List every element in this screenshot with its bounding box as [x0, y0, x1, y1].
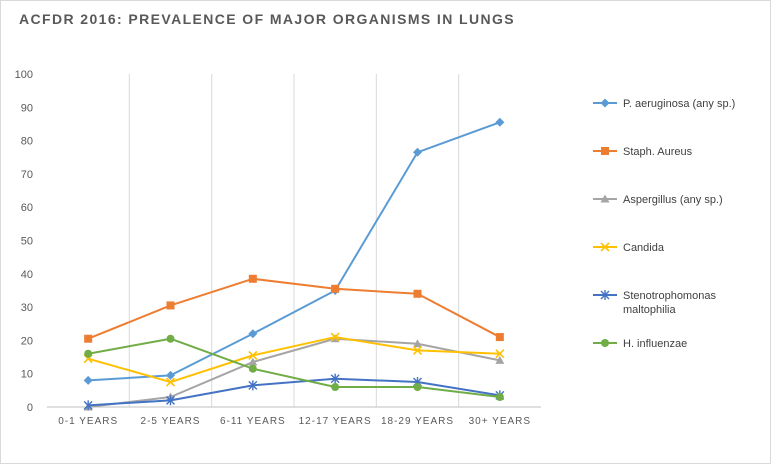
legend-item: Staph. Aureus	[593, 146, 693, 158]
y-tick-label: 40	[21, 269, 33, 281]
data-point	[413, 147, 422, 157]
legend: P. aeruginosa (any sp.) Staph. Aureus Aspe…	[593, 98, 735, 350]
data-point	[330, 332, 340, 342]
series-line	[88, 121, 501, 382]
data-point	[248, 364, 257, 373]
chart-title: ACFDR 2016: PREVALENCE OF MAJOR ORGANISM…	[19, 11, 516, 27]
legend-label: H. influenzae	[623, 338, 687, 350]
data-point	[166, 301, 175, 310]
data-point	[413, 339, 422, 348]
data-point	[330, 373, 340, 384]
data-point	[495, 393, 504, 402]
data-point	[166, 370, 175, 380]
series-1	[84, 274, 504, 343]
series	[83, 117, 505, 411]
y-tick-label: 80	[21, 136, 33, 148]
series-line	[88, 377, 500, 407]
series-line	[87, 277, 501, 340]
y-tick-label: 100	[15, 69, 33, 81]
data-point	[83, 375, 93, 385]
data-point	[166, 334, 175, 343]
series-line	[88, 337, 501, 408]
data-point	[166, 395, 175, 406]
x-tick-label: 12-17 YEARS	[299, 416, 372, 427]
data-point	[601, 147, 609, 155]
x-tick-label: 6-11 YEARS	[220, 416, 286, 427]
x-tick-label: 0-1 YEARS	[58, 416, 118, 427]
data-point	[248, 357, 258, 366]
data-point	[495, 333, 504, 342]
data-point	[413, 383, 422, 392]
data-point	[600, 194, 610, 203]
x-tick-label: 2-5 YEARS	[141, 416, 201, 427]
data-point	[600, 242, 610, 252]
legend-item: H. influenzae	[593, 338, 687, 350]
legend-label: P. aeruginosa (any sp.)	[623, 98, 735, 110]
legend-item: Candida	[593, 242, 665, 254]
grid-lines	[128, 74, 460, 407]
legend-item: P. aeruginosa (any sp.)	[593, 98, 735, 110]
y-tick-label: 20	[21, 335, 33, 347]
data-point	[495, 355, 505, 364]
data-point	[412, 345, 423, 355]
legend-item: Stenotrophomonas maltophilia	[593, 290, 716, 316]
legend-label: Aspergillus (any sp.)	[623, 194, 723, 206]
series-5	[84, 334, 504, 402]
data-point	[165, 377, 176, 387]
data-point	[495, 117, 505, 127]
data-point	[248, 380, 258, 391]
data-point	[83, 400, 93, 411]
data-point	[413, 289, 422, 298]
series-line	[87, 337, 500, 399]
series-line	[87, 336, 500, 384]
x-tick-label: 30+ YEARS	[469, 416, 531, 427]
data-point	[248, 329, 258, 339]
y-tick-label: 70	[21, 169, 33, 181]
data-point	[248, 274, 257, 283]
data-point	[331, 383, 340, 392]
y-tick-label: 30	[21, 302, 33, 314]
legend-label: Stenotrophomonas	[623, 290, 716, 302]
legend-label: maltophilia	[623, 304, 676, 316]
data-point	[601, 339, 609, 347]
legend-label: Staph. Aureus	[623, 146, 693, 158]
legend-label: Candida	[623, 242, 665, 254]
y-tick-label: 10	[21, 369, 33, 381]
data-point	[495, 349, 505, 359]
data-point	[248, 350, 258, 360]
x-tick-label: 18-29 YEARS	[381, 416, 454, 427]
data-point	[600, 98, 610, 108]
axes: 0 10 20 30 40 50 60 70 80 90 100 0-1 YEARS 2-5 YEARS…	[15, 69, 541, 427]
y-tick-label: 0	[27, 402, 33, 414]
y-tick-label: 90	[21, 102, 33, 114]
data-point	[600, 290, 610, 300]
series-3	[83, 332, 505, 387]
data-point	[84, 334, 93, 343]
y-tick-label: 50	[21, 236, 33, 248]
data-point	[331, 284, 340, 293]
data-point	[84, 349, 93, 358]
legend-item: Aspergillus (any sp.)	[593, 194, 723, 206]
y-tick-label: 60	[21, 202, 33, 214]
